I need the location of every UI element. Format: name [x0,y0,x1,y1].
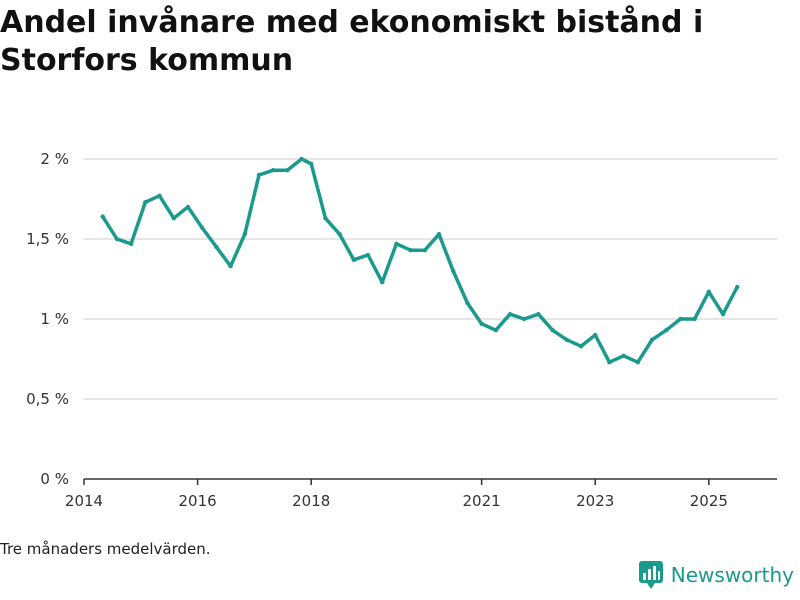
data-point [621,353,626,358]
data-point [199,225,205,230]
data-point [270,168,276,173]
data-point [337,232,342,237]
x-tick-label: 2025 [690,492,728,510]
data-point [536,312,541,317]
data-point [380,280,385,285]
data-point [365,252,371,258]
data-point [143,200,148,205]
data-point [607,360,612,365]
x-axis [83,478,777,485]
data-point [564,337,570,342]
data-point [309,161,314,166]
chart-title: Andel invånare med ekonomiskt bistånd i … [0,5,704,78]
data-point [493,328,499,333]
data-point [436,232,442,237]
data-point [735,284,740,290]
data-point [214,244,219,250]
y-tick-label: 2 % [40,150,69,168]
x-tick-label: 2018 [292,492,330,510]
data-point [664,328,669,333]
data-point [578,344,584,349]
data-point [593,332,598,338]
data-point [185,204,191,210]
data-point [720,312,726,317]
brand-logo[interactable]: Newsworthy [638,560,794,590]
data-point [299,156,304,162]
data-point [522,316,527,322]
data-point [649,337,655,342]
data-point [114,236,120,242]
data-point [706,289,712,294]
series [100,156,740,365]
data-point [100,214,105,219]
y-tick-label: 1 % [40,310,69,328]
data-point [228,264,233,269]
x-tick-label: 2023 [576,492,614,510]
x-tick-label: 2021 [463,492,501,510]
data-point [394,241,399,246]
brand-name: Newsworthy [670,563,794,587]
data-point [692,316,697,322]
data-point [451,268,456,274]
data-point [465,300,470,306]
data-point [157,193,162,198]
data-point [242,232,247,237]
newsworthy-logo-icon [638,561,663,589]
data-point [128,241,134,246]
data-point [507,312,513,317]
data-point [635,360,641,365]
y-tick-label: 1,5 % [26,230,69,248]
chart-note: Tre månaders medelvärden. [0,540,211,558]
data-point [479,321,484,326]
x-tick-labels: 2014 2016 2018 2021 2023 2025 [65,492,728,510]
series-line [100,157,739,364]
x-tick-label: 2014 [65,492,103,510]
data-point [285,168,290,173]
data-point [351,257,357,262]
data-point [256,172,262,178]
y-tick-label: 0,5 % [26,390,69,408]
gridlines [84,158,777,400]
data-point [422,248,428,253]
y-tick-label: 0 % [40,470,69,488]
data-point [323,216,328,221]
y-tick-labels: 0 % 0,5 % 1 % 1,5 % 2 % [26,150,69,488]
data-point [550,328,555,333]
data-point [678,316,683,322]
x-tick-label: 2016 [179,492,217,510]
data-point [408,248,413,253]
data-point [171,216,176,221]
